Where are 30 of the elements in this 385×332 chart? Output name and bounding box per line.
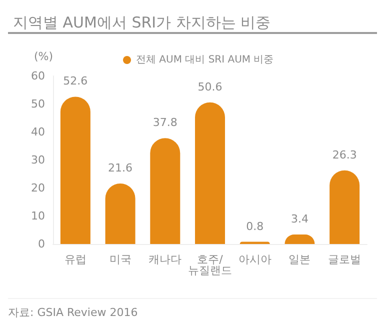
y-tick-label: 40 (31, 126, 45, 138)
legend-label: 전체 AUM 대비 SRI AUM 비중 (136, 54, 274, 66)
y-tick-label: 30 (31, 154, 45, 166)
text: 자료: GSIA Review 2016 (8, 306, 138, 319)
x-tick-label: 미국 (109, 253, 132, 266)
bar (195, 102, 225, 244)
x-tick-label: 글로벌 (328, 253, 362, 266)
x-tick-label: 호주/뉴질랜드 (188, 253, 232, 277)
y-tick-label: 10 (31, 210, 45, 222)
x-tick-label: 일본 (288, 253, 311, 266)
y-tick-label: 50 (31, 98, 45, 110)
data-label: 21.6 (108, 162, 133, 175)
bar (330, 170, 360, 244)
y-axis-title: (%) (34, 50, 53, 63)
bar (150, 138, 180, 244)
data-label: 26.3 (332, 148, 357, 162)
y-tick-label: 0 (38, 238, 45, 250)
bar (60, 96, 90, 244)
data-label: 37.8 (152, 116, 178, 130)
data-label: 50.6 (198, 80, 222, 94)
y-tick-label: 60 (31, 70, 45, 82)
x-tick-label: 유럽 (64, 253, 86, 266)
x-tick-label: 아시아 (238, 253, 272, 266)
x-tick-label: 캐나다 (148, 253, 182, 266)
data-label: 3.4 (290, 212, 308, 226)
y-tick-label: 20 (31, 182, 45, 194)
data-label: 52.6 (63, 74, 88, 88)
data-label: 0.8 (246, 220, 264, 233)
bar (105, 184, 136, 244)
chart-title: 지역별 AUM에서 SRI가 차지하는 비중 (13, 14, 271, 32)
